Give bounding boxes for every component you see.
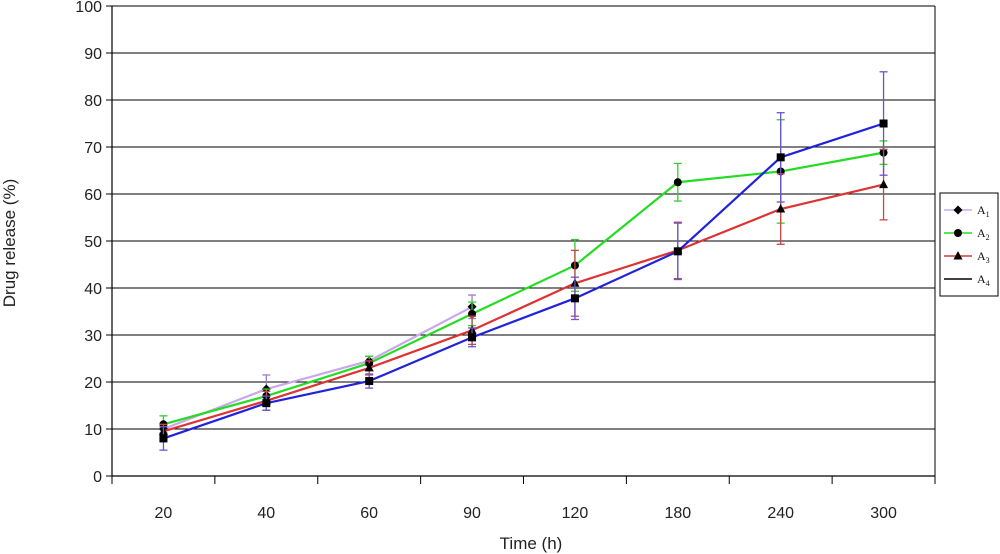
data-point <box>468 333 477 342</box>
series-line <box>163 305 473 431</box>
legend-label: A1 <box>977 203 990 219</box>
y-tick-label: 30 <box>84 328 102 345</box>
data-point <box>776 153 785 162</box>
x-axis-title: Time (h) <box>500 534 563 553</box>
legend-label-main: A <box>977 272 986 286</box>
y-tick-label: 90 <box>84 46 102 63</box>
y-tick-label: 70 <box>84 140 102 157</box>
x-tick-label: 90 <box>463 505 481 522</box>
x-tick-label: 300 <box>870 505 897 522</box>
data-point <box>365 377 374 386</box>
legend-entry-A3: A3 <box>944 249 990 265</box>
data-point <box>879 179 889 189</box>
data-point <box>159 434 168 443</box>
legend-label-main: A <box>977 226 986 240</box>
x-tick-label: 20 <box>155 505 173 522</box>
legend-label-sub: 2 <box>986 233 990 242</box>
legend-entry-A4: A4 <box>944 272 990 288</box>
x-tick-label: 180 <box>664 505 691 522</box>
data-point <box>776 204 786 213</box>
legend-marker <box>953 205 963 215</box>
legend-label-sub: 4 <box>986 279 990 288</box>
legend-label-main: A <box>977 249 986 263</box>
y-tick-label: 20 <box>84 375 102 392</box>
series-line <box>163 122 884 440</box>
legend-label: A4 <box>977 272 990 288</box>
legend-label-main: A <box>977 203 986 217</box>
series-group <box>158 71 889 451</box>
x-tick-label: 120 <box>562 505 589 522</box>
y-axis-ticks: 0 10 20 30 40 50 60 70 80 90 100 <box>75 0 112 486</box>
x-tick-label: 40 <box>257 505 275 522</box>
data-point <box>570 294 579 303</box>
legend-label-sub: 3 <box>986 256 990 265</box>
series-line <box>163 183 884 433</box>
legend-label: A2 <box>977 226 990 242</box>
y-tick-label: 10 <box>84 422 102 439</box>
data-point <box>673 247 682 256</box>
x-tick-label: 240 <box>767 505 794 522</box>
y-tick-label: 50 <box>84 234 102 251</box>
legend-entry-A1: A1 <box>944 203 990 219</box>
x-axis-ticks: 20 40 60 90 120 180 240 300 <box>111 476 936 522</box>
y-tick-label: 100 <box>75 0 102 16</box>
data-point <box>364 362 374 372</box>
x-tick-label: 60 <box>360 505 378 522</box>
y-tick-label: 80 <box>84 93 102 110</box>
data-point <box>879 119 888 128</box>
legend-entry-A2: A2 <box>944 226 990 242</box>
y-axis-title: Drug release (%) <box>0 179 19 308</box>
legend-marker <box>954 229 962 237</box>
series-A4 <box>159 71 888 451</box>
legend-label-sub: 1 <box>986 210 990 219</box>
y-tick-label: 60 <box>84 187 102 204</box>
y-tick-label: 0 <box>93 469 102 486</box>
y-tick-label: 40 <box>84 281 102 298</box>
legend-label: A3 <box>977 249 990 265</box>
legend-marker <box>953 251 963 260</box>
data-point <box>262 399 271 408</box>
data-point <box>673 178 682 187</box>
